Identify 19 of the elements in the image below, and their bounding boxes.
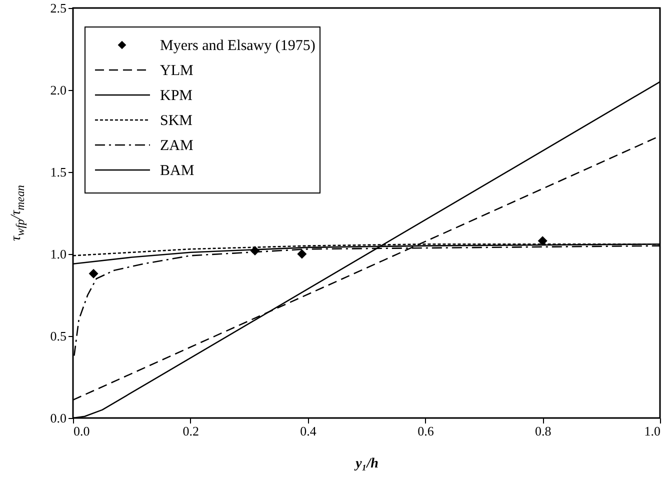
x-tick-label: 0.8 — [534, 424, 552, 438]
legend-label: BAM — [160, 163, 194, 179]
y-tick-label: 2.0 — [50, 82, 66, 98]
x-tick-label: 0.2 — [182, 424, 200, 438]
legend-label: SKM — [160, 113, 193, 129]
y-tick-label: 0.5 — [50, 328, 66, 344]
legend-label: ZAM — [160, 138, 194, 154]
y-tick-label: 0.0 — [50, 410, 66, 426]
legend-label: YLM — [160, 63, 194, 79]
x-tick-label: 1.0 — [644, 424, 660, 438]
y-tick-label: 1.5 — [50, 164, 66, 180]
x-tick-label: 0.6 — [418, 424, 434, 438]
x-tick-label: 0.4 — [300, 424, 317, 438]
legend-label: KPM — [160, 88, 193, 104]
y-tick-label: 1.0 — [50, 246, 66, 262]
x-tick-label: 0.0 — [74, 424, 90, 438]
legend-label: Myers and Elsawy (1975) — [160, 38, 316, 54]
x-axis-title: y₁/h — [354, 456, 379, 472]
y-tick-label: 2.5 — [50, 0, 66, 16]
